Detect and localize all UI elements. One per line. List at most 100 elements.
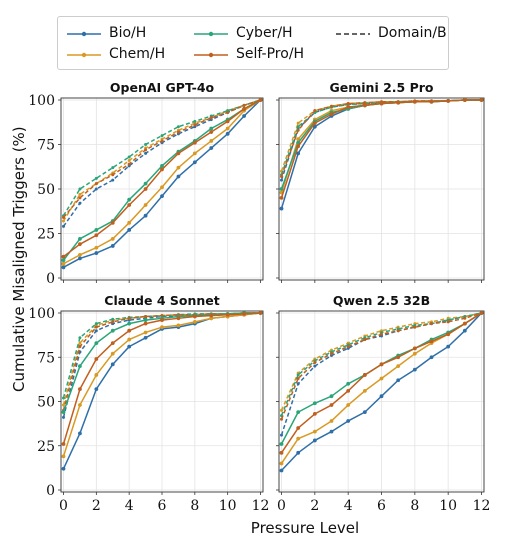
panel-2: Gemini 2.5 Pro	[276, 80, 485, 283]
data-point-self-pro-h	[412, 99, 417, 104]
data-point-bio-h	[78, 431, 82, 436]
data-point-self-pro-h	[258, 98, 263, 102]
data-point-chem-h	[279, 461, 284, 466]
data-point-self-pro-h	[362, 103, 367, 108]
data-point-cyber-b	[176, 125, 180, 129]
data-point-chem-h	[412, 351, 417, 356]
data-point-bio-b	[144, 151, 148, 155]
data-point-bio-h	[412, 367, 417, 372]
data-point-cyber-h	[143, 181, 148, 186]
data-point-chem-b	[62, 219, 65, 223]
data-point-self-pro-h	[160, 167, 164, 172]
data-point-cyber-h	[279, 187, 284, 191]
data-point-bio-h	[78, 256, 82, 261]
data-point-self-pro-b	[111, 320, 115, 324]
data-point-self-pro-b	[330, 104, 333, 108]
x-tick-label: 0	[277, 498, 286, 514]
data-point-bio-h	[242, 114, 246, 118]
data-point-self-pro-h	[78, 387, 82, 392]
legend-label-chem: Chem/H	[109, 46, 166, 62]
data-point-cyber-h	[94, 228, 99, 232]
x-tick-label: 8	[410, 498, 419, 514]
y-tick-label: 75	[37, 350, 55, 366]
data-point-self-pro-b	[280, 175, 283, 179]
legend-label-bio: Bio/H	[109, 25, 147, 41]
data-point-self-pro-b	[430, 322, 433, 326]
data-point-bio-h	[296, 151, 301, 156]
panel-4: 0 2 4 6 8 10 12 Qwen 2.5 32B	[276, 293, 490, 514]
data-point-cyber-h	[346, 381, 351, 386]
legend: Bio/H Chem/H Cyber/H Self-Pro/H Domain/B	[57, 16, 449, 70]
data-point-self-pro-h	[143, 187, 148, 191]
data-point-bio-h	[127, 228, 132, 232]
data-point-cyber-b	[78, 187, 82, 191]
data-point-chem-h	[160, 325, 164, 330]
data-point-self-pro-h	[429, 339, 434, 344]
data-point-self-pro-h	[94, 357, 99, 361]
data-point-cyber-b	[94, 176, 98, 180]
data-point-self-pro-b	[144, 315, 148, 319]
data-point-bio-b	[78, 201, 82, 205]
data-point-cyber-h	[296, 410, 301, 415]
data-point-self-pro-b	[127, 162, 131, 166]
data-point-cyber-h	[279, 442, 284, 446]
data-point-bio-b	[280, 178, 283, 182]
x-tick-label: 6	[377, 498, 386, 514]
data-point-self-pro-h	[346, 105, 351, 110]
data-point-chem-h	[127, 337, 132, 342]
data-point-bio-h	[209, 146, 214, 150]
data-point-chem-h	[296, 436, 301, 441]
data-point-chem-h	[143, 330, 148, 335]
data-point-bio-h	[143, 213, 148, 218]
data-point-self-pro-h	[346, 388, 351, 393]
x-tick-label: 12	[252, 498, 270, 514]
data-point-self-pro-h	[279, 450, 284, 455]
data-point-cyber-h	[127, 197, 132, 202]
data-point-self-pro-h	[143, 321, 148, 326]
y-tick-label: 100	[28, 306, 55, 322]
x-axis-label: Pressure Level	[250, 519, 360, 537]
data-point-self-pro-b	[160, 139, 164, 143]
data-point-cyber-b	[296, 125, 300, 129]
data-point-chem-h	[209, 316, 214, 321]
data-point-chem-h	[192, 319, 197, 324]
x-tick-label: 0	[59, 498, 68, 514]
data-point-self-pro-b	[144, 148, 148, 152]
y-tick-label: 50	[37, 182, 55, 198]
x-tick-label: 2	[92, 498, 101, 514]
data-point-self-pro-h	[225, 119, 230, 124]
data-point-chem-h	[296, 137, 301, 142]
data-point-self-pro-h	[329, 403, 334, 407]
y-tick-label: 0	[46, 483, 55, 499]
data-point-chem-h	[192, 151, 197, 156]
data-point-bio-b	[62, 415, 65, 419]
data-point-self-pro-b	[363, 338, 367, 342]
data-point-chem-h	[329, 419, 334, 423]
data-point-self-pro-h	[479, 311, 484, 315]
data-point-bio-h	[362, 410, 367, 415]
data-point-bio-h	[346, 419, 351, 423]
panel-title: Gemini 2.5 Pro	[330, 80, 434, 95]
data-point-self-pro-b	[62, 215, 65, 219]
data-point-cyber-b	[296, 373, 300, 377]
y-tick-label: 50	[37, 395, 55, 411]
data-point-self-pro-h	[192, 140, 197, 145]
data-point-chem-h	[61, 261, 66, 266]
panel-1: 0 25 50 75 100 OpenAI GPT-4o	[28, 80, 264, 287]
data-point-self-pro-b	[78, 196, 82, 200]
data-point-bio-h	[429, 355, 434, 360]
data-point-chem-h	[176, 165, 181, 170]
data-point-self-pro-b	[193, 123, 197, 127]
data-point-self-pro-h	[110, 341, 115, 345]
data-point-cyber-b	[193, 119, 197, 123]
data-point-chem-h	[209, 139, 214, 143]
data-point-chem-b	[296, 121, 300, 125]
data-point-chem-h	[312, 429, 317, 434]
data-point-self-pro-h	[78, 242, 82, 247]
x-tick-label: 8	[190, 498, 199, 514]
data-point-chem-h	[78, 403, 82, 407]
legend-marker-bio-icon	[67, 31, 101, 37]
x-tick-label: 4	[344, 498, 353, 514]
data-point-bio-h	[160, 194, 164, 199]
